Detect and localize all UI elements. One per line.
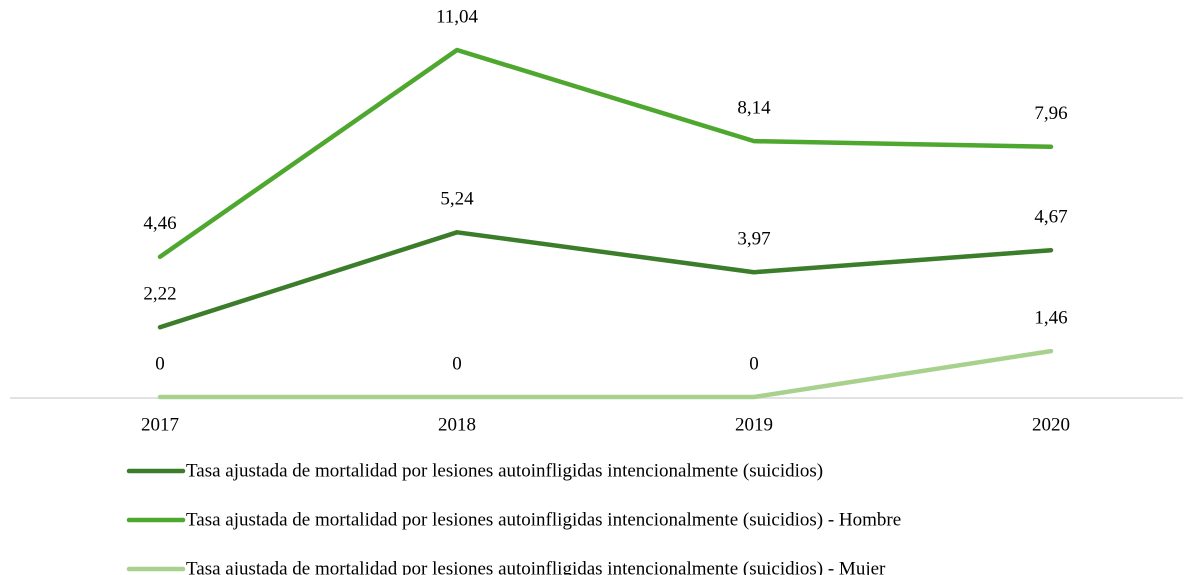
data-label: 3,97	[737, 229, 770, 250]
data-label: 4,67	[1034, 207, 1067, 228]
x-tick-label: 2018	[438, 414, 476, 435]
legend-label: Tasa ajustada de mortalidad por lesiones…	[186, 460, 823, 481]
x-tick-label: 2019	[735, 414, 773, 435]
x-tick-label: 2020	[1032, 414, 1070, 435]
data-label: 0	[155, 353, 165, 374]
legend-label: Tasa ajustada de mortalidad por lesiones…	[186, 558, 886, 575]
data-label: 7,96	[1034, 103, 1067, 124]
data-label: 5,24	[440, 189, 474, 210]
data-label: 4,46	[143, 213, 176, 234]
data-label: 0	[452, 353, 462, 374]
legend-label: Tasa ajustada de mortalidad por lesiones…	[186, 509, 901, 530]
data-label: 1,46	[1034, 307, 1067, 328]
data-label: 2,22	[143, 284, 176, 305]
data-label: 11,04	[436, 6, 479, 27]
data-label: 8,14	[737, 98, 771, 119]
x-tick-label: 2017	[141, 414, 179, 435]
series-line	[157, 47, 1054, 260]
data-label: 0	[749, 353, 759, 374]
series-line	[157, 348, 1054, 400]
series-line	[157, 230, 1054, 330]
